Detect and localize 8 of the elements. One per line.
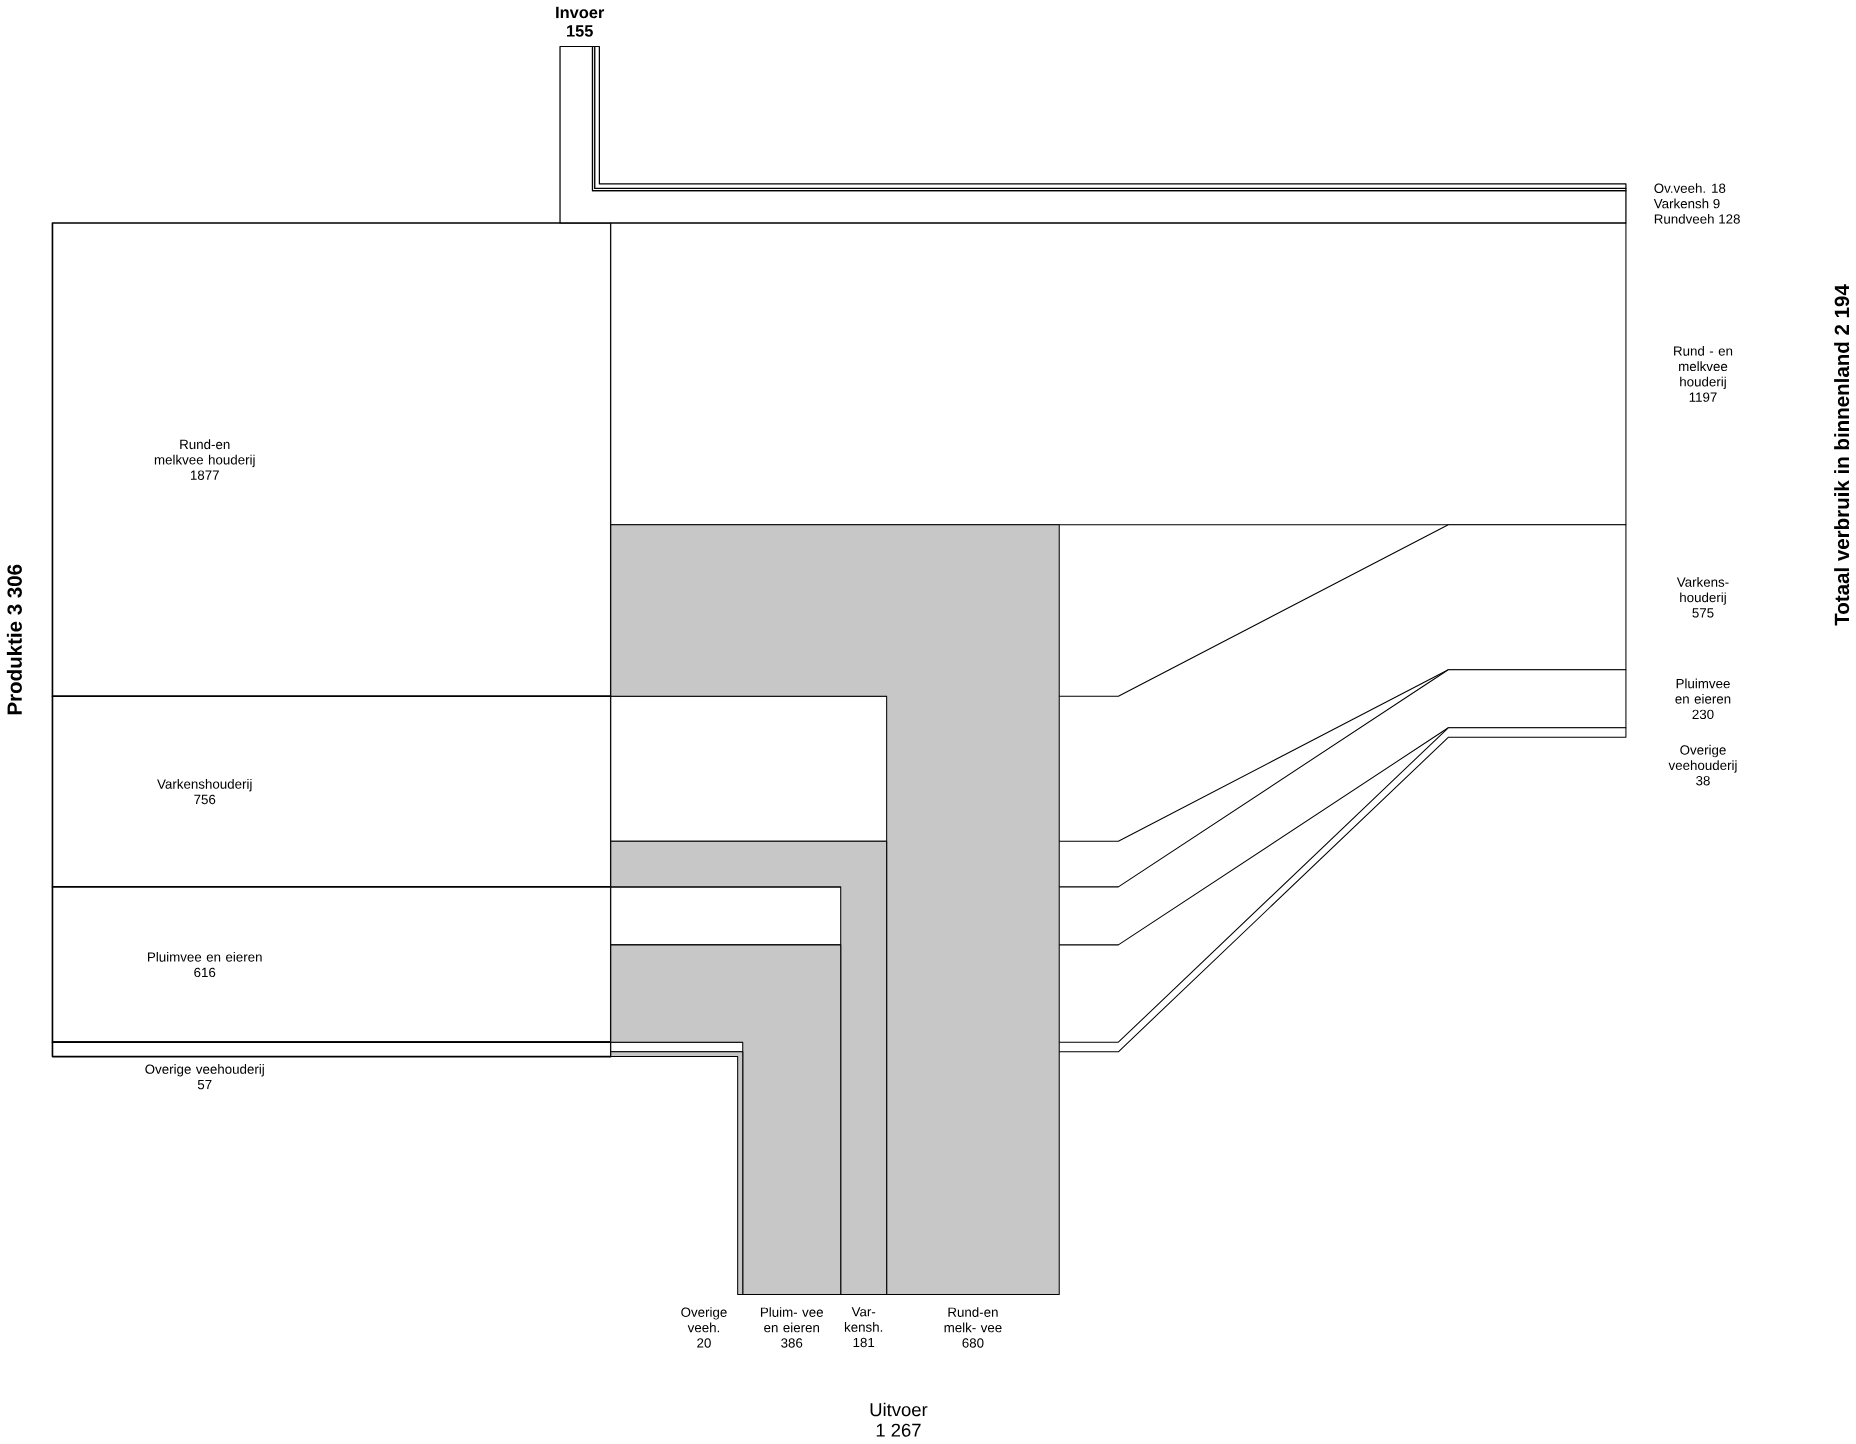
text: 155: [567, 25, 593, 37]
text: 2 194: [1834, 284, 1850, 335]
text: Produktie: [6, 621, 22, 715]
text: Totaal verbruik in binnenland: [1834, 342, 1850, 626]
text: Uitvoer: [870, 1402, 928, 1417]
text: 1 267: [876, 1423, 921, 1437]
text: 3 306: [7, 564, 22, 615]
text: Invoer: [556, 7, 605, 19]
